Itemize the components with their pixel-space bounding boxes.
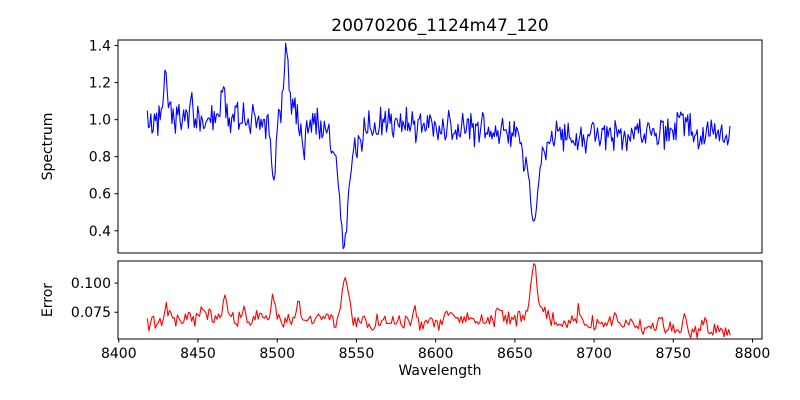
y-tick-label: 0.100 [71, 276, 111, 292]
x-tick-label: 8750 [655, 346, 691, 362]
spectrum-y-axis-label: Spectrum [40, 113, 56, 181]
spectrum-panel-frame [117, 39, 763, 254]
y-tick-label: 0.075 [71, 305, 111, 321]
x-tick-label: 8500 [259, 346, 295, 362]
y-tick-label: 1.0 [89, 113, 111, 129]
x-tick-label: 8700 [576, 346, 612, 362]
x-tick-label: 8550 [339, 346, 375, 362]
y-tick-label: 0.4 [89, 224, 111, 240]
y-tick-label: 1.2 [89, 76, 111, 92]
x-tick-label: 8400 [101, 346, 137, 362]
y-tick-label: 1.4 [89, 39, 111, 55]
error-panel-frame [117, 260, 763, 340]
chart-title: 20070206_1124m47_120 [331, 16, 548, 36]
x-tick-label: 8450 [180, 346, 216, 362]
y-tick-label: 0.6 [89, 187, 111, 203]
x-tick-label: 8650 [497, 346, 533, 362]
error-y-axis-label: Error [40, 283, 56, 317]
x-axis-label: Wavelength [398, 363, 481, 379]
error-line [146, 263, 731, 339]
x-tick-label: 8600 [418, 346, 454, 362]
spectrum-line [146, 42, 731, 250]
x-tick-label: 8800 [735, 346, 771, 362]
y-tick-label: 0.8 [89, 150, 111, 166]
plot-area: 1.4 1.2 1.0 0.8 0.6 0.4 0.100 0.075 8400 8450 8500… [71, 39, 770, 362]
